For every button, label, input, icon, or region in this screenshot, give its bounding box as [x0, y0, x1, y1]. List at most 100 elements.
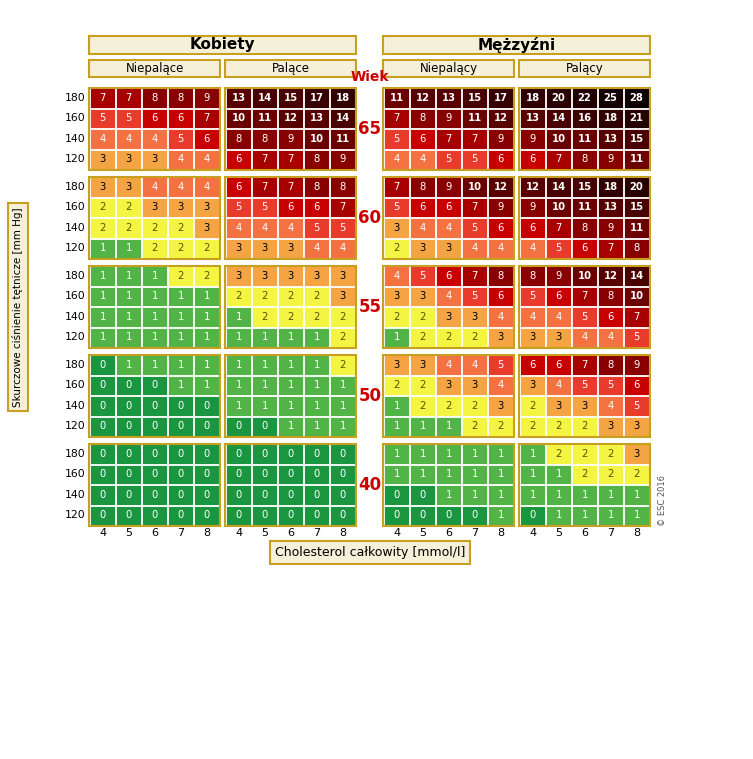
Bar: [410, 88, 435, 108]
Bar: [116, 307, 142, 326]
Text: 8: 8: [633, 528, 640, 538]
Bar: [304, 197, 329, 217]
Text: 4: 4: [178, 154, 184, 165]
Bar: [572, 218, 597, 238]
Text: 9: 9: [446, 113, 452, 124]
Bar: [546, 485, 572, 505]
Text: 6: 6: [498, 223, 504, 233]
Bar: [436, 88, 461, 108]
Bar: [384, 129, 409, 149]
Text: 2: 2: [313, 312, 320, 322]
Text: 1: 1: [471, 490, 478, 500]
Bar: [252, 88, 277, 108]
Bar: [304, 355, 329, 375]
Bar: [462, 465, 487, 484]
Text: 15: 15: [578, 182, 592, 192]
Bar: [410, 307, 435, 326]
Text: 1: 1: [313, 332, 320, 342]
Bar: [304, 129, 329, 149]
Text: 1: 1: [529, 469, 536, 480]
Text: 7: 7: [556, 223, 562, 233]
Bar: [598, 465, 623, 484]
Text: 0: 0: [126, 510, 132, 521]
Bar: [436, 197, 461, 217]
Text: 1: 1: [236, 360, 242, 370]
Text: 8: 8: [608, 291, 614, 301]
Bar: [226, 505, 252, 525]
Bar: [546, 355, 572, 375]
Bar: [624, 129, 649, 149]
Text: 9: 9: [203, 93, 210, 103]
Bar: [304, 417, 329, 436]
Bar: [598, 444, 623, 464]
Bar: [520, 443, 650, 526]
Text: 8: 8: [313, 182, 320, 192]
Bar: [225, 177, 355, 259]
Text: 8: 8: [497, 528, 505, 538]
Bar: [572, 396, 597, 416]
Bar: [572, 355, 597, 375]
Text: 1: 1: [498, 469, 504, 480]
Text: 1: 1: [581, 490, 588, 500]
Bar: [278, 238, 303, 258]
Bar: [116, 218, 142, 238]
Text: 50: 50: [358, 387, 382, 405]
Text: 11: 11: [578, 134, 592, 144]
Text: 8: 8: [581, 223, 588, 233]
Bar: [384, 444, 409, 464]
Bar: [384, 505, 409, 525]
Bar: [116, 177, 142, 197]
Bar: [462, 88, 487, 108]
Bar: [194, 88, 219, 108]
Text: 4: 4: [203, 182, 210, 192]
Text: 11: 11: [389, 93, 404, 103]
Text: 1: 1: [261, 401, 268, 411]
Text: 1: 1: [340, 421, 346, 431]
Bar: [252, 238, 277, 258]
Bar: [168, 485, 194, 505]
Bar: [384, 88, 409, 108]
Text: 5: 5: [178, 134, 184, 144]
Text: 8: 8: [419, 182, 425, 192]
Bar: [330, 396, 355, 416]
Bar: [278, 286, 303, 306]
Text: 2: 2: [340, 312, 346, 322]
Bar: [90, 444, 115, 464]
Bar: [383, 266, 514, 348]
Text: 4: 4: [313, 244, 320, 254]
Text: 6: 6: [151, 528, 158, 538]
Bar: [304, 376, 329, 395]
Bar: [598, 286, 623, 306]
Bar: [436, 109, 461, 128]
Bar: [520, 109, 545, 128]
Text: 3: 3: [394, 291, 400, 301]
Bar: [330, 355, 355, 375]
Bar: [330, 444, 355, 464]
Bar: [278, 266, 303, 285]
Text: 140: 140: [66, 401, 86, 411]
Bar: [488, 218, 514, 238]
Text: 2: 2: [126, 223, 132, 233]
Text: 5: 5: [633, 332, 640, 342]
Text: 0: 0: [203, 401, 210, 411]
Text: 8: 8: [178, 93, 184, 103]
Bar: [436, 307, 461, 326]
Bar: [116, 238, 142, 258]
Text: 7: 7: [446, 134, 452, 144]
Bar: [252, 355, 277, 375]
Text: 1: 1: [529, 449, 536, 459]
Text: 0: 0: [236, 449, 242, 459]
Text: 2: 2: [529, 421, 536, 431]
Bar: [90, 505, 115, 525]
Bar: [598, 355, 623, 375]
Bar: [624, 465, 649, 484]
Text: 2: 2: [419, 401, 425, 411]
Text: 1: 1: [151, 291, 158, 301]
Text: 4: 4: [394, 154, 400, 165]
Bar: [226, 376, 252, 395]
Bar: [520, 197, 545, 217]
Text: 6: 6: [236, 182, 242, 192]
Bar: [142, 266, 167, 285]
Text: 6: 6: [203, 134, 210, 144]
Text: 4: 4: [99, 528, 106, 538]
